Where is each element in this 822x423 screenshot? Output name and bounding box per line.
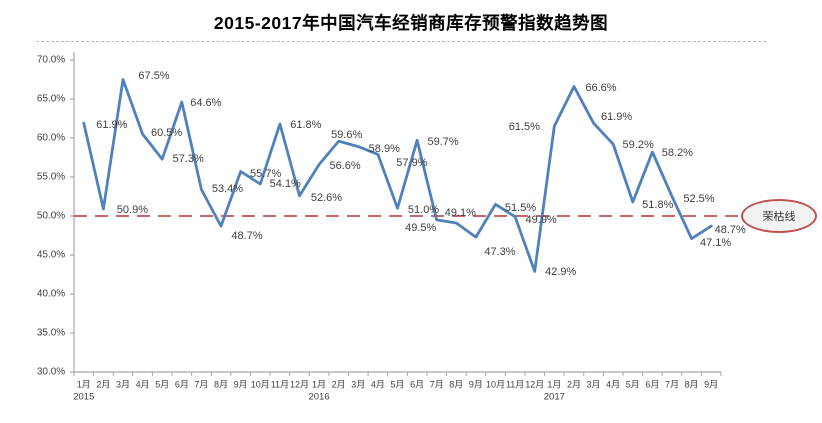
data-point-label: 49.1% bbox=[444, 207, 476, 220]
data-point-label: 57.9% bbox=[396, 157, 428, 170]
x-axis-month-label: 2月 bbox=[96, 379, 111, 389]
x-axis-month-label: 11月 bbox=[505, 379, 525, 389]
x-axis-year-label: 2017 bbox=[543, 391, 565, 403]
x-axis-month-label: 7月 bbox=[664, 379, 679, 389]
x-axis-month-label: 3月 bbox=[115, 379, 131, 389]
data-point-label: 52.5% bbox=[683, 192, 715, 205]
data-point-label: 48.7% bbox=[231, 230, 263, 243]
x-axis-month-label: 7月 bbox=[194, 379, 209, 389]
data-point-label: 64.6% bbox=[190, 97, 222, 110]
data-point-label: 42.9% bbox=[545, 266, 577, 279]
data-point-label: 61.9% bbox=[96, 119, 128, 132]
data-point-label: 51.8% bbox=[642, 198, 674, 211]
data-point-label: 54.1% bbox=[269, 178, 301, 191]
x-axis-year-label: 2016 bbox=[308, 391, 330, 403]
chart-title: 2015-2017年中国汽车经销商库存预警指数趋势图 bbox=[213, 13, 609, 33]
x-axis-month-label: 4月 bbox=[370, 379, 385, 389]
data-point-label: 52.6% bbox=[310, 191, 343, 204]
x-axis-month-label: 12月 bbox=[525, 379, 545, 389]
threshold-annotation-label: 荣枯线 bbox=[762, 211, 796, 223]
x-axis-month-label: 8月 bbox=[684, 379, 699, 389]
x-axis-month-label: 10月 bbox=[250, 379, 270, 389]
y-axis-label: 30.0% bbox=[36, 366, 66, 378]
data-point-label: 59.6% bbox=[331, 129, 363, 142]
data-point-label: 51.5% bbox=[504, 202, 537, 215]
x-axis-month-label: 6月 bbox=[174, 379, 189, 389]
data-point-label: 59.7% bbox=[427, 136, 459, 149]
data-point-label: 48.7% bbox=[714, 224, 746, 237]
data-point-label: 55.7% bbox=[250, 167, 282, 180]
y-axis-label: 70.0% bbox=[36, 54, 66, 66]
y-axis-label: 55.0% bbox=[36, 171, 66, 183]
x-axis-month-label: 5月 bbox=[390, 379, 405, 389]
x-axis-month-label: 9月 bbox=[704, 379, 719, 389]
data-point-label: 56.6% bbox=[329, 159, 361, 172]
x-axis-month-label: 1月 bbox=[312, 379, 327, 389]
x-axis-month-label: 1月 bbox=[547, 379, 562, 389]
data-point-label: 47.1% bbox=[699, 236, 732, 249]
data-point-label: 67.5% bbox=[138, 69, 170, 82]
x-axis-month-label: 5月 bbox=[625, 379, 640, 389]
x-axis-month-label: 7月 bbox=[429, 379, 444, 389]
x-axis-month-label: 6月 bbox=[645, 379, 660, 389]
x-axis-month-label: 8月 bbox=[449, 379, 464, 389]
x-axis-month-label: 11月 bbox=[270, 379, 290, 389]
data-point-label: 51.0% bbox=[407, 204, 440, 217]
x-axis-month-label: 6月 bbox=[410, 379, 425, 389]
data-point-label: 47.3% bbox=[484, 246, 516, 259]
y-axis-label: 60.0% bbox=[36, 132, 66, 144]
data-point-label: 49.9% bbox=[525, 213, 557, 226]
data-point-label: 59.2% bbox=[622, 139, 654, 152]
data-point-label: 50.9% bbox=[116, 203, 149, 216]
data-point-label: 61.9% bbox=[600, 111, 633, 124]
x-axis-month-label: 2月 bbox=[331, 379, 346, 389]
x-axis-month-label: 4月 bbox=[135, 379, 150, 389]
x-axis-month-label: 4月 bbox=[606, 379, 621, 389]
y-axis-label: 45.0% bbox=[36, 249, 66, 261]
x-axis-month-label: 10月 bbox=[486, 379, 506, 389]
x-axis-month-label: 2月 bbox=[566, 379, 581, 389]
data-point-label: 53.4% bbox=[211, 183, 244, 196]
x-axis-month-label: 3月 bbox=[351, 379, 366, 389]
x-axis-month-label: 9月 bbox=[233, 379, 248, 389]
x-axis-year-label: 2015 bbox=[73, 391, 95, 403]
threshold-annotation-ellipse: 荣枯线 bbox=[741, 199, 817, 233]
y-axis-label: 35.0% bbox=[36, 327, 66, 339]
data-point-label: 60.5% bbox=[151, 127, 183, 140]
y-axis-label: 50.0% bbox=[36, 210, 66, 222]
data-point-label: 58.2% bbox=[661, 147, 693, 160]
x-axis-month-label: 3月 bbox=[586, 379, 601, 389]
y-axis-label: 40.0% bbox=[36, 288, 66, 300]
data-point-label: 57.3% bbox=[172, 153, 204, 166]
data-point-label: 49.5% bbox=[405, 221, 437, 234]
data-point-label: 66.6% bbox=[585, 81, 617, 94]
x-axis-month-label: 12月 bbox=[289, 379, 309, 389]
x-axis-month-label: 1月 bbox=[76, 379, 91, 389]
x-axis-month-label: 5月 bbox=[155, 379, 170, 389]
title-separator bbox=[36, 41, 766, 42]
x-axis-month-label: 8月 bbox=[214, 379, 229, 389]
data-point-label: 61.8% bbox=[290, 118, 322, 131]
data-point-label: 58.9% bbox=[368, 142, 400, 155]
index-trend-line bbox=[82, 78, 713, 273]
x-axis-month-label: 9月 bbox=[468, 379, 483, 389]
y-axis-label: 65.0% bbox=[36, 93, 66, 105]
data-point-label: 61.5% bbox=[508, 121, 540, 134]
